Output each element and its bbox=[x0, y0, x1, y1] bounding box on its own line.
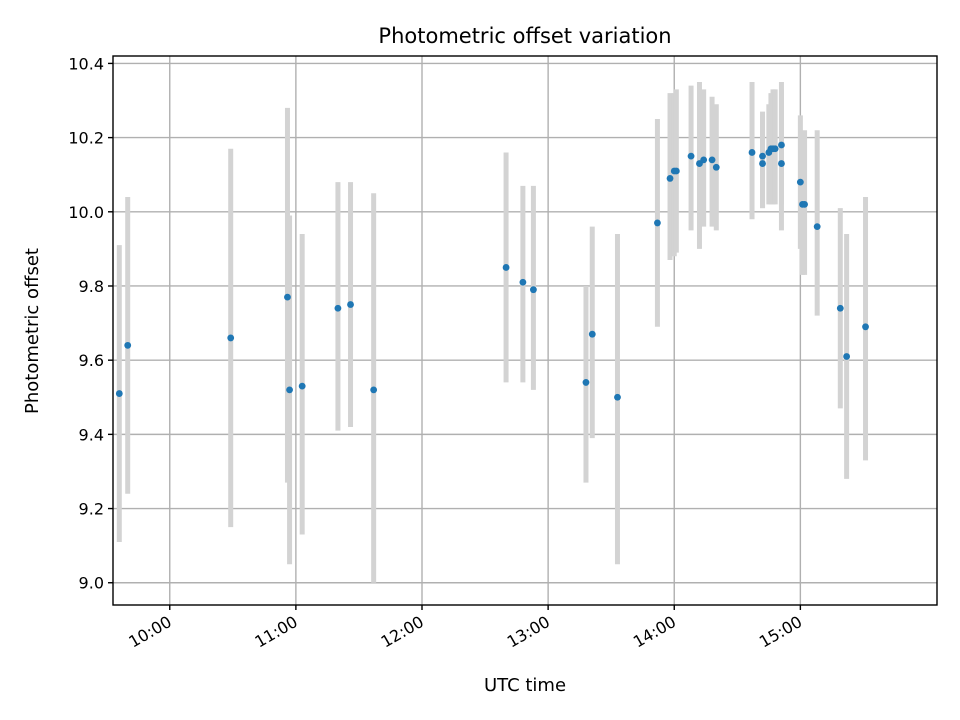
data-point bbox=[588, 330, 596, 338]
data-point bbox=[666, 175, 674, 182]
data-point bbox=[801, 200, 808, 208]
x-axis-label: UTC time bbox=[484, 675, 566, 696]
data-point bbox=[286, 386, 293, 394]
data-point bbox=[519, 278, 527, 286]
chart-title: Photometric offset variation bbox=[378, 24, 671, 48]
x-axis-ticks: 10:00 11:00 12:00 13:00 14:00 15:00 bbox=[125, 605, 805, 652]
data-point bbox=[813, 223, 821, 231]
y-tick-label: 10.4 bbox=[68, 54, 104, 73]
data-point bbox=[778, 141, 785, 149]
y-axis-ticks: 9.0 9.2 9.4 9.6 9.8 10.0 10.2 10.4 bbox=[68, 54, 113, 593]
data-point bbox=[582, 379, 590, 386]
x-tick-label: 13:00 bbox=[504, 612, 553, 652]
data-point bbox=[759, 160, 766, 167]
y-tick-label: 10.0 bbox=[68, 203, 104, 222]
y-tick-label: 9.8 bbox=[79, 277, 104, 296]
data-point bbox=[124, 341, 132, 349]
data-point bbox=[370, 386, 378, 394]
y-tick-label: 9.6 bbox=[79, 351, 104, 370]
y-tick-label: 9.2 bbox=[79, 500, 104, 519]
data-point bbox=[748, 149, 756, 156]
data-point bbox=[843, 353, 851, 360]
error-bars bbox=[116, 81, 869, 583]
data-point bbox=[836, 304, 844, 312]
data-point bbox=[759, 152, 766, 160]
data-point bbox=[654, 219, 661, 227]
data-point bbox=[227, 334, 235, 342]
data-point bbox=[672, 167, 680, 175]
data-point bbox=[502, 264, 510, 271]
data-point bbox=[771, 145, 779, 153]
data-point bbox=[284, 293, 291, 301]
data-point bbox=[712, 163, 720, 171]
x-tick-label: 15:00 bbox=[756, 612, 805, 652]
data-point bbox=[347, 301, 354, 308]
data-point bbox=[700, 156, 708, 164]
data-point bbox=[334, 304, 342, 312]
plot-area-frame bbox=[112, 55, 938, 606]
data-points bbox=[115, 141, 869, 401]
data-point bbox=[796, 178, 804, 186]
y-axis-label: Photometric offset bbox=[22, 248, 43, 414]
y-tick-label: 9.4 bbox=[79, 425, 104, 444]
data-point bbox=[115, 390, 123, 397]
x-tick-label: 14:00 bbox=[630, 612, 679, 652]
data-point bbox=[687, 152, 695, 160]
x-tick-label: 10:00 bbox=[125, 612, 174, 652]
x-tick-label: 11:00 bbox=[251, 612, 300, 652]
data-point bbox=[614, 393, 621, 401]
x-tick-label: 12:00 bbox=[378, 612, 427, 652]
data-point bbox=[862, 323, 869, 331]
data-point bbox=[530, 286, 537, 294]
y-tick-label: 9.0 bbox=[79, 574, 104, 593]
data-point bbox=[708, 156, 716, 164]
y-tick-label: 10.2 bbox=[68, 129, 104, 148]
data-point bbox=[298, 382, 306, 390]
data-point bbox=[778, 160, 785, 167]
